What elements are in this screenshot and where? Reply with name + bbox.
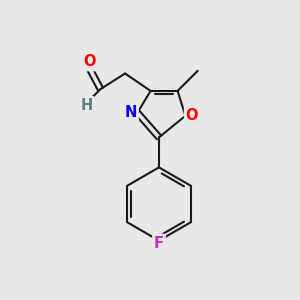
Text: O: O xyxy=(186,108,198,123)
Text: H: H xyxy=(80,98,93,113)
Text: N: N xyxy=(124,105,137,120)
Text: O: O xyxy=(84,55,96,70)
Text: F: F xyxy=(154,236,164,250)
